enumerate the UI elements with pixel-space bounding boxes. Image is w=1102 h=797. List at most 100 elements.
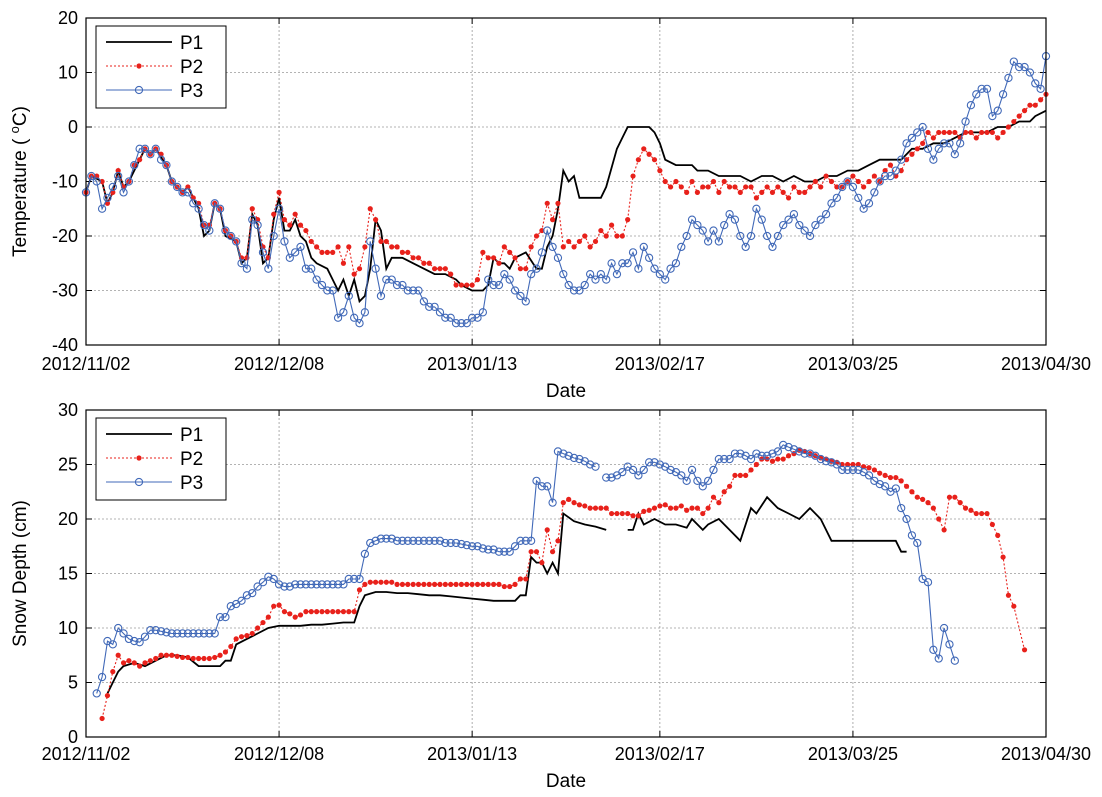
data-point-p2 bbox=[153, 655, 159, 662]
data-point-p2 bbox=[678, 503, 684, 509]
data-point-p3 bbox=[307, 264, 316, 273]
legend-label-p3: P3 bbox=[180, 81, 203, 102]
data-point-p2 bbox=[667, 505, 674, 511]
data-point-p2 bbox=[297, 612, 304, 618]
data-point-p2 bbox=[598, 505, 604, 511]
data-point-p3 bbox=[371, 536, 380, 545]
y-tick-label: 5 bbox=[68, 673, 78, 693]
data-point-p2 bbox=[839, 461, 845, 468]
data-point-p3 bbox=[360, 308, 370, 317]
data-point-p3 bbox=[832, 193, 841, 202]
data-point-p2 bbox=[973, 510, 979, 517]
data-point-p2 bbox=[1011, 603, 1017, 609]
chart-panel-2: 0 5 10 15 20 25 30 2012/11/02 2012/12/08 2013/01/… bbox=[10, 400, 1091, 792]
data-point-p2 bbox=[110, 669, 116, 675]
y-axis-label-part: C) bbox=[10, 106, 31, 126]
series-line-p2 bbox=[101, 449, 1026, 719]
data-point-p3 bbox=[333, 580, 343, 589]
data-point-p2 bbox=[1005, 124, 1012, 130]
data-point-p3 bbox=[569, 453, 579, 463]
data-point-p2 bbox=[925, 129, 931, 136]
data-point-p2 bbox=[120, 660, 127, 666]
data-point-p3 bbox=[178, 629, 187, 638]
data-point-p2 bbox=[673, 178, 679, 185]
data-point-p3 bbox=[553, 253, 563, 262]
data-point-p3 bbox=[730, 449, 740, 458]
data-point-p3 bbox=[553, 447, 563, 456]
data-point-p3 bbox=[838, 465, 847, 475]
data-point-p3 bbox=[183, 188, 193, 197]
data-point-p3 bbox=[258, 248, 268, 257]
data-point-p3 bbox=[430, 536, 439, 545]
data-point-p2 bbox=[115, 652, 121, 658]
data-point-p2 bbox=[667, 184, 674, 190]
data-point-p3 bbox=[757, 215, 766, 224]
chart-panel-1: -40 -30 -20 -10 0 10 20 2012/11/02 2012/12/08 201… bbox=[7, 8, 1091, 402]
data-point-p3 bbox=[1036, 84, 1045, 93]
data-point-p2 bbox=[314, 244, 320, 250]
data-point-p2 bbox=[657, 503, 663, 509]
data-point-p2 bbox=[898, 478, 904, 484]
data-point-p3 bbox=[929, 645, 938, 654]
data-point-p3 bbox=[730, 215, 740, 224]
data-point-p3 bbox=[494, 547, 504, 556]
data-point-p3 bbox=[720, 454, 729, 464]
data-point-p3 bbox=[425, 536, 434, 545]
data-point-p2 bbox=[464, 581, 470, 588]
data-point-p3 bbox=[720, 220, 729, 230]
data-point-p3 bbox=[843, 177, 852, 186]
data-point-p2 bbox=[759, 189, 765, 195]
data-point-p2 bbox=[249, 206, 255, 212]
data-point-p3 bbox=[199, 220, 209, 230]
data-point-p2 bbox=[222, 649, 229, 655]
x-tick-label: 2013/04/30 bbox=[1001, 744, 1091, 764]
data-point-p3 bbox=[602, 473, 611, 482]
data-point-p3 bbox=[537, 248, 547, 257]
data-point-p3 bbox=[628, 248, 638, 257]
data-point-p2 bbox=[748, 184, 754, 190]
data-point-p2 bbox=[394, 581, 400, 588]
data-point-p3 bbox=[146, 626, 155, 635]
data-point-p3 bbox=[398, 280, 407, 290]
data-point-p3 bbox=[366, 237, 375, 246]
data-point-p3 bbox=[435, 536, 445, 545]
data-point-p3 bbox=[687, 465, 697, 475]
data-point-p2 bbox=[1038, 97, 1044, 103]
data-point-p2 bbox=[292, 614, 298, 620]
data-point-p3 bbox=[253, 582, 262, 591]
data-point-p2 bbox=[952, 129, 958, 136]
data-point-p3 bbox=[199, 629, 209, 638]
data-point-p2 bbox=[844, 461, 851, 468]
data-point-p3 bbox=[344, 291, 353, 301]
data-point-p3 bbox=[264, 572, 273, 581]
data-point-p3 bbox=[1020, 62, 1029, 72]
y-tick-label: -40 bbox=[52, 335, 78, 355]
data-point-p3 bbox=[569, 286, 579, 295]
data-point-p2 bbox=[823, 173, 829, 179]
data-point-p3 bbox=[333, 313, 343, 322]
data-point-p2 bbox=[190, 655, 196, 662]
data-point-p2 bbox=[265, 614, 271, 620]
data-point-p3 bbox=[698, 226, 707, 235]
data-point-p2 bbox=[995, 135, 1001, 141]
data-point-p3 bbox=[328, 580, 337, 589]
data-point-p3 bbox=[403, 536, 412, 545]
data-point-p2 bbox=[791, 184, 797, 190]
data-point-p2 bbox=[721, 489, 727, 495]
data-point-p2 bbox=[421, 581, 427, 588]
data-point-p2 bbox=[812, 178, 818, 185]
data-point-p2 bbox=[249, 630, 255, 637]
legend-marker-p3 bbox=[134, 477, 144, 487]
data-point-p3 bbox=[762, 451, 772, 460]
data-point-p2 bbox=[726, 483, 733, 489]
data-point-p2 bbox=[399, 581, 406, 588]
data-point-p3 bbox=[805, 231, 815, 241]
data-point-p2 bbox=[206, 655, 212, 662]
data-point-p2 bbox=[448, 581, 454, 588]
series-line-p3 bbox=[85, 56, 1047, 325]
data-point-p3 bbox=[205, 629, 214, 638]
data-point-p3 bbox=[950, 150, 959, 159]
data-point-p2 bbox=[276, 189, 282, 195]
data-point-p2 bbox=[158, 151, 164, 157]
